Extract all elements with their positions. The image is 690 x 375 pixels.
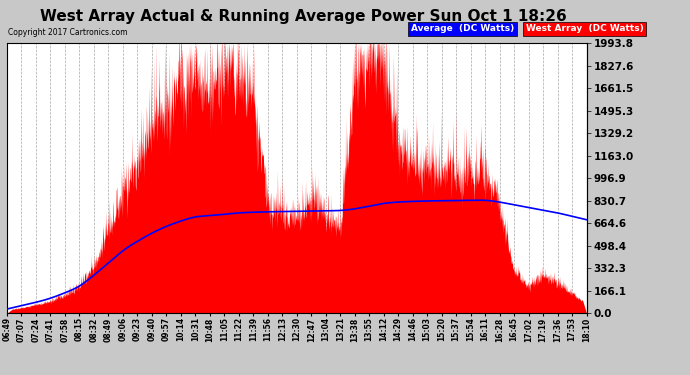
Text: Copyright 2017 Cartronics.com: Copyright 2017 Cartronics.com — [8, 28, 128, 37]
Text: West Array Actual & Running Average Power Sun Oct 1 18:26: West Array Actual & Running Average Powe… — [40, 9, 567, 24]
Text: Average  (DC Watts): Average (DC Watts) — [411, 24, 514, 33]
Text: West Array  (DC Watts): West Array (DC Watts) — [526, 24, 644, 33]
